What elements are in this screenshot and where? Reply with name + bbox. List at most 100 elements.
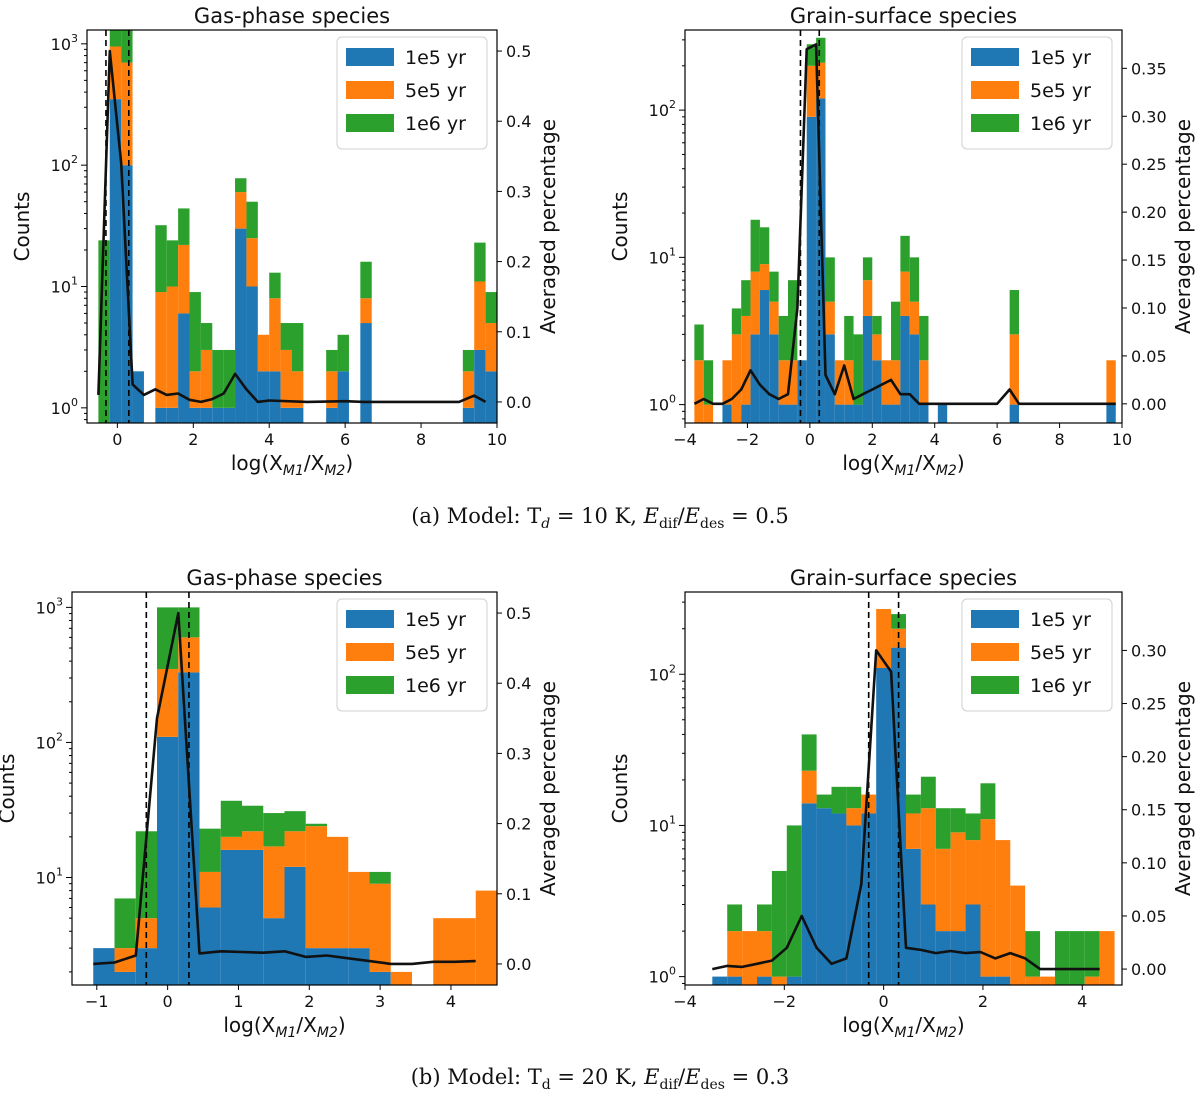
bars-group [97,30,497,423]
y-tick-label: 101 [649,813,676,835]
bar-5e5-yr [284,831,306,867]
y-tick-label: 102 [36,730,63,752]
bar-1e6-yr [109,30,122,47]
bar-1e6-yr [909,257,920,302]
bar-1e5-yr [995,976,1011,985]
bar-5e5-yr [246,238,258,287]
bar-1e5-yr [778,404,789,423]
bar-5e5-yr [166,286,179,408]
bar-1e5-yr [1009,404,1019,423]
bar-1e6-yr [326,349,338,372]
bar-1e5-yr [220,849,242,985]
bar-1e5-yr [905,848,921,985]
y2-tick-label: 0.4 [506,112,531,131]
y2-axis-label: Averaged percentage [1171,119,1195,334]
bar-1e5-yr [485,371,497,423]
bar-5e5-yr [155,292,167,408]
chart-title: Grain-surface species [790,566,1017,590]
x-tick-label: −2 [736,430,760,449]
bar-1e5-yr [920,904,936,985]
bar-5e5-yr [965,840,981,905]
bar-5e5-yr [703,404,714,423]
bar-5e5-yr [485,323,497,372]
bar-1e6-yr [816,37,826,63]
bar-5e5-yr [1009,334,1019,405]
bar-5e5-yr [1010,885,1026,985]
bar-1e6-yr [771,870,787,977]
y-axis-label: Counts [0,754,19,824]
bar-1e6-yr [1009,290,1019,335]
bar-1e5-yr [326,407,338,423]
bar-1e5-yr [114,971,136,985]
bar-1e6-yr [223,349,236,408]
bar-1e5-yr [93,948,115,985]
bar-1e5-yr [844,404,854,423]
y-tick-label: 101 [649,245,676,267]
bar-1e5-yr [155,407,167,423]
bar-5e5-yr [474,281,486,350]
bar-1e5-yr [846,825,862,985]
bar-5e5-yr [263,846,285,919]
chart-title: Grain-surface species [790,4,1017,28]
bar-5e5-yr [771,976,787,985]
bar-5e5-yr [433,918,455,985]
bar-1e5-yr [223,407,236,423]
bar-1e6-yr [965,813,981,841]
bar-5e5-yr [390,971,412,985]
y2-axis-label: Averaged percentage [1171,681,1195,896]
bar-1e6-yr [200,323,213,350]
bar-1e5-yr [834,404,845,423]
x-tick-label: 10 [487,430,507,449]
y-tick-label: 100 [51,396,78,418]
bar-1e6-yr [786,825,802,977]
y2-tick-label: 0.1 [506,323,531,342]
legend-swatch-1e6 [971,114,1019,132]
caption-b: (b) Model: Td = 20 K, Edif/Edes = 0.3 [411,1065,790,1093]
bar-1e6-yr [891,301,901,361]
bar-1e6-yr [769,271,779,302]
y2-tick-label: 0.05 [1131,347,1167,366]
bar-1e5-yr [935,931,951,985]
bar-5e5-yr [806,65,817,117]
bar-1e5-yr [937,404,948,423]
bar-1e6-yr [263,813,285,847]
panel-b-grain-surface-chart: −4 −2 0 2 4 100 101 102 0.00 0.05 0.10 0.15 0.20 0.25… [608,566,1195,1041]
x-tick-label: 4 [930,430,940,449]
chart-title: Gas-phase species [194,4,390,28]
legend-label-1e6: 1e6 yr [405,675,466,697]
legend-label-1e5: 1e5 yr [1030,609,1091,631]
y-tick-label: 101 [51,275,78,297]
y-tick-label: 102 [51,153,78,175]
bar-1e5-yr [280,407,292,423]
averaged-percentage-line [693,43,1116,406]
bar-5e5-yr [741,315,751,405]
y2-tick-label: 0.1 [506,885,531,904]
legend-label-5e5: 5e5 yr [405,642,466,664]
caption-a: (a) Model: Td = 10 K, Edif/Edes = 0.5 [411,504,789,532]
y2-tick-label: 0.25 [1131,155,1167,174]
y-tick-label: 103 [51,32,78,54]
bar-1e6-yr [474,242,486,282]
x-tick-label: 2 [867,430,877,449]
bar-5e5-yr [750,271,760,335]
bar-1e6-yr [212,349,224,408]
y2-tick-label: 0.0 [506,393,531,412]
bar-1e5-yr [806,116,817,423]
bar-5e5-yr [1025,976,1041,985]
bar-1e5-yr [337,371,349,423]
bar-5e5-yr [1040,976,1055,985]
bar-1e5-yr [305,948,327,985]
bar-1e5-yr [199,907,221,985]
bar-1e5-yr [462,407,475,423]
bar-1e5-yr [189,407,201,423]
bar-5e5-yr [121,62,133,166]
x-tick-label: 4 [1077,992,1087,1011]
legend-swatch-1e6 [346,676,394,694]
bar-5e5-yr [454,918,476,985]
x-axis-label: log(XM1/XM2) [223,1013,345,1041]
bar-5e5-yr [694,360,704,423]
bar-1e6-yr [731,308,742,335]
plot-frame [71,591,498,986]
y2-tick-label: 0.0 [506,955,531,974]
bar-1e6-yr [727,904,743,932]
